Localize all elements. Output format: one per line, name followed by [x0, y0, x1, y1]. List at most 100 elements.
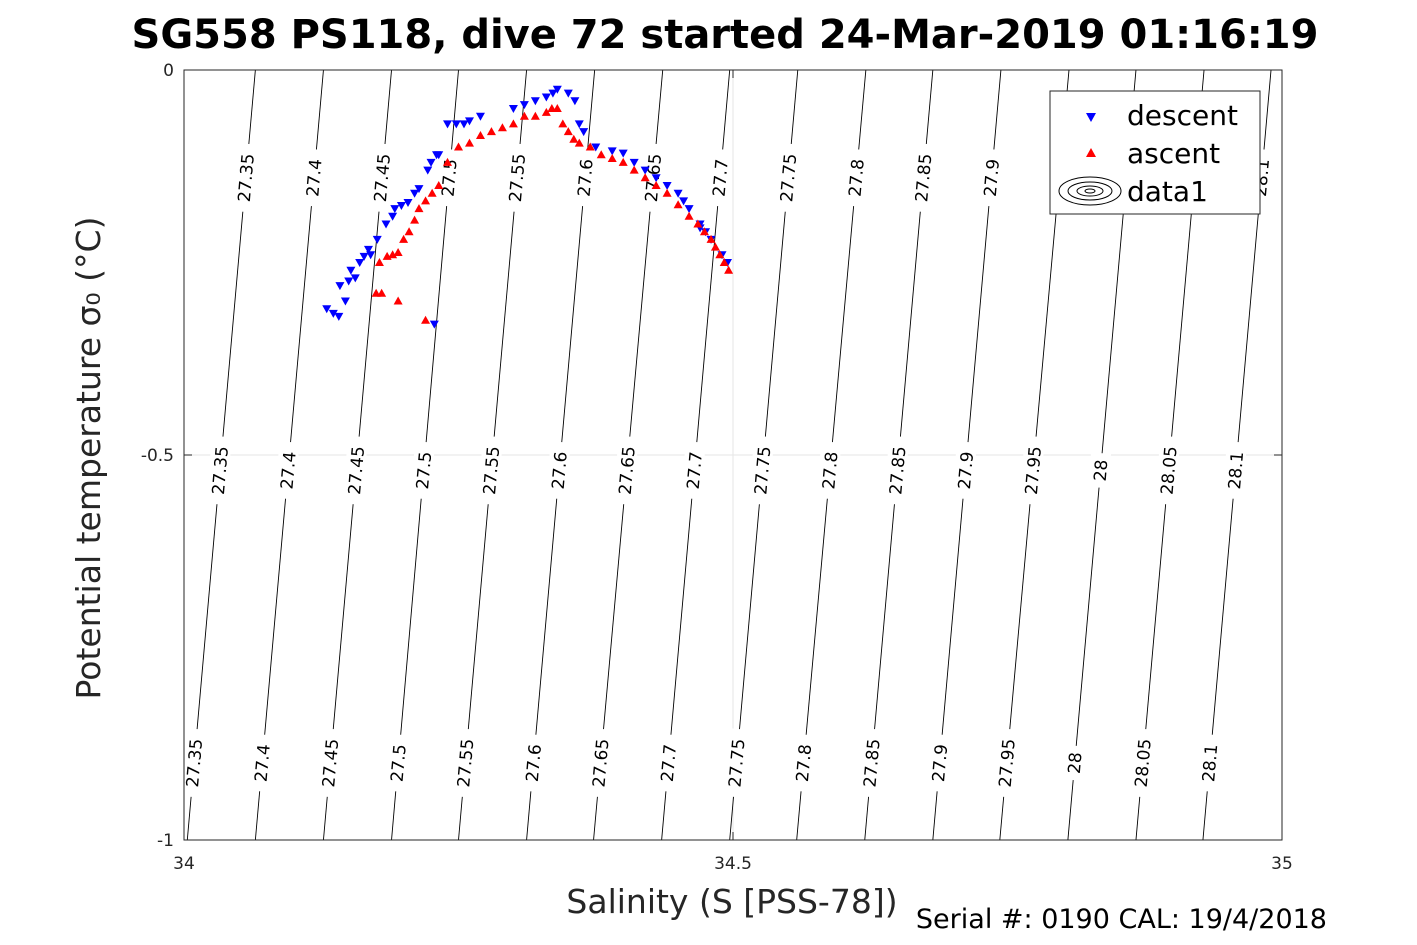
- isopycnal-label-bg: [410, 441, 436, 500]
- isopycnal-label-group: 27.9: [926, 733, 952, 793]
- isopycnal-label: 28.05: [1158, 445, 1182, 495]
- chart-title: SG558 PS118, dive 72 started 24-Mar-2019…: [132, 12, 1319, 58]
- isopycnal-label: 27.6: [523, 743, 546, 782]
- isopycnal-label-bg: [248, 733, 274, 793]
- isopycnal-label: 27.9: [955, 451, 978, 490]
- ascent-point: [596, 150, 606, 159]
- isopycnal-label: 28.1: [1199, 743, 1222, 782]
- isopycnal-label-bg: [451, 728, 478, 798]
- isopycnal-label-bg: [1019, 435, 1045, 506]
- isopycnal-label: 27.7: [710, 158, 733, 197]
- descent-point: [618, 149, 628, 158]
- isopycnal-label-group: 27.8: [816, 441, 842, 500]
- ascent-point: [710, 242, 720, 251]
- isopycnal-label: 27.95: [996, 738, 1020, 788]
- descent-point: [451, 120, 461, 129]
- descent-point: [340, 297, 350, 306]
- ascent-point: [393, 247, 403, 256]
- isopycnal-label-group: 27.45: [342, 435, 369, 506]
- ascent-point: [563, 127, 573, 136]
- isopycnal-label: 27.8: [819, 451, 842, 490]
- ascent-point: [427, 188, 437, 197]
- legend[interactable]: descent ascent data1: [1049, 90, 1261, 215]
- descent-point: [429, 320, 439, 329]
- isopycnal-label: 27.5: [413, 451, 436, 490]
- isopycnal-label-group: 27.8: [842, 148, 869, 207]
- isopycnal-label: 28.1: [1225, 451, 1248, 490]
- ascent-point: [607, 154, 617, 163]
- isopycnal-label-group: 27.35: [206, 435, 233, 506]
- descent-point: [563, 89, 573, 98]
- descent-point: [541, 93, 551, 102]
- isopycnal-label: 27.7: [658, 743, 681, 782]
- isopycnal-label-bg: [1154, 435, 1181, 506]
- descent-point: [355, 259, 365, 267]
- isopycnal-label-group: 27.55: [477, 435, 504, 506]
- ascent-point: [585, 142, 595, 151]
- isopycnal-label: 27.85: [912, 153, 936, 203]
- descent-point: [548, 89, 558, 98]
- descent-point: [322, 305, 332, 314]
- isopycnal-label-bg: [1128, 728, 1155, 798]
- x-tick-label: 35: [1271, 854, 1293, 874]
- isopycnal-label-group: 27.75: [774, 142, 801, 213]
- descent-point: [414, 185, 424, 194]
- descent-point: [591, 143, 601, 152]
- legend-ascent-label: ascent: [1127, 137, 1220, 170]
- isopycnal-label-group: 27.6: [571, 148, 598, 207]
- isopycnal-label-bg: [926, 733, 952, 793]
- isopycnal-label: 27.8: [846, 158, 869, 197]
- descent-point: [579, 128, 589, 137]
- descent-point: [552, 85, 562, 94]
- isopycnal-label-group: 27.4: [274, 441, 301, 500]
- isopycnal-label-group: 27.35: [180, 728, 207, 798]
- isopycnal-label: 28: [1091, 459, 1113, 482]
- legend-box: [1049, 90, 1261, 215]
- isopycnal-label-group: 27.6: [545, 441, 572, 500]
- descent-point: [574, 120, 584, 129]
- ascent-point: [541, 107, 551, 116]
- isopycnal-label-bg: [774, 142, 801, 213]
- ascent-point: [530, 111, 540, 120]
- isopycnal-label: 28.05: [1132, 738, 1156, 788]
- isopycnal-label-bg: [477, 435, 504, 506]
- isopycnal-label-bg: [300, 148, 326, 207]
- descent-point: [640, 166, 650, 175]
- isopycnal-label: 27.4: [252, 743, 275, 782]
- isopycnal-label-bg: [639, 142, 665, 213]
- ascent-point: [497, 123, 507, 132]
- legend-contour-icon: [1058, 176, 1122, 206]
- isopycnal-label-group: 27.55: [451, 728, 478, 798]
- isopycnal-label: 27.5: [388, 743, 411, 782]
- legend-descent-label: descent: [1127, 99, 1238, 132]
- isopycnal-label-bg: [992, 728, 1019, 798]
- ascent-point: [443, 157, 453, 166]
- isopycnal-label-group: 28.05: [1154, 435, 1182, 506]
- isopycnal-label: 27.8: [793, 743, 816, 782]
- isopycnal-label-group: 27.7: [655, 733, 681, 793]
- isopycnal-label: 27.65: [589, 738, 613, 788]
- descent-point: [403, 198, 413, 207]
- isopycnal-label-bg: [909, 142, 936, 213]
- isopycnal-label-group: 27.4: [300, 148, 327, 207]
- ascent-point: [519, 111, 529, 120]
- isopycnal-label-bg: [748, 435, 775, 506]
- y-tick-label: -1: [157, 831, 174, 851]
- isopycnal-label-bg: [368, 142, 394, 213]
- y-axis-label: Potential temperature σ₀ (°C): [69, 217, 108, 700]
- descent-point: [328, 309, 338, 318]
- descent-point: [388, 212, 398, 221]
- isopycnal-label-group: 27.65: [586, 728, 614, 798]
- isopycnal-label-bg: [722, 728, 749, 798]
- y-tick-label: -0.5: [141, 446, 174, 466]
- isopycnal-label-group: 27.9: [977, 148, 1004, 207]
- isopycnal-label-group: 27.75: [748, 435, 775, 506]
- isopycnal-label-group: 27.35: [231, 142, 259, 213]
- isopycnal-label-group: 27.95: [1019, 435, 1046, 506]
- ascent-point: [629, 165, 639, 174]
- isopycnal-label: 27.85: [886, 445, 910, 495]
- ascent-point: [640, 173, 650, 182]
- x-tick-label: 34: [173, 854, 195, 874]
- isopycnal-label-group: 27.5: [384, 733, 411, 793]
